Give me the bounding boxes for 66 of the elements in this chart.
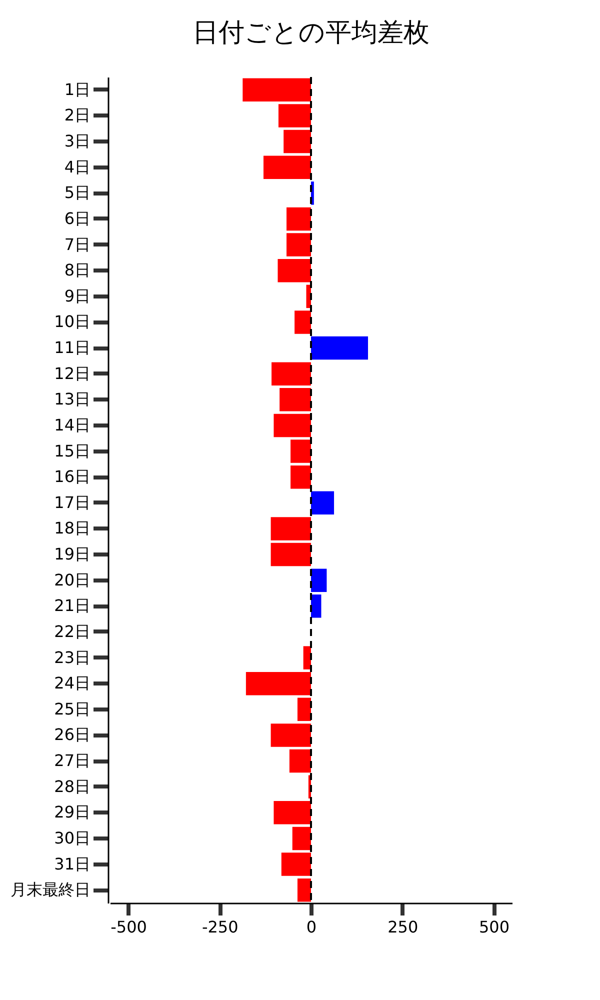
y-tick-label: 22日 [54,622,90,641]
bar [270,724,311,747]
y-tick-label: 27日 [54,751,90,770]
x-tick-label: -500 [110,918,147,936]
bar [278,104,311,128]
bar [270,542,311,566]
y-tick-label: 20日 [54,570,90,590]
y-tick-label: 4日 [64,157,90,176]
bar [303,646,311,670]
y-tick-label: 16日 [54,467,90,486]
y-tick-label: 29日 [54,802,90,822]
y-tick-label: 2日 [64,106,90,125]
bar [311,594,322,618]
y-tick-label: 23日 [54,648,90,667]
bar [263,156,311,179]
y-tick-label: 9日 [64,286,90,306]
bar [311,491,334,515]
bar [246,672,311,696]
y-tick-label: 31日 [54,854,90,874]
y-tick-label: 17日 [54,492,90,512]
y-tick-label: 21日 [54,596,90,616]
bar [284,130,311,154]
y-tick-label: 月末最終日 [10,880,90,900]
bar [274,414,311,438]
y-tick-label: 6日 [64,208,90,228]
y-tick-label: 8日 [64,260,90,280]
y-tick-label: 24日 [54,674,90,693]
y-tick-label: 18日 [54,518,90,538]
bar [281,852,311,876]
y-tick-label: 5日 [64,183,90,202]
y-tick-label: 26日 [54,725,90,744]
bar [274,801,311,824]
bar [272,362,311,386]
bar [242,78,311,102]
y-tick-label: 19日 [54,544,90,564]
bar [294,310,311,334]
y-tick-label: 15日 [54,441,90,460]
x-tick-label: 250 [388,918,418,936]
bar [290,440,311,463]
bar [292,826,311,850]
x-tick-label: 500 [478,918,510,936]
y-tick-label: 11日 [54,338,90,358]
y-tick-label: 10日 [54,312,90,332]
y-tick-label: 14日 [54,415,90,434]
bar [278,258,311,282]
bar [290,465,311,489]
bar [286,233,311,256]
y-tick-label: 25日 [54,699,90,718]
bar [297,698,311,722]
bar [286,207,311,231]
bar [311,336,368,360]
chart-title: 日付ごとの平均差枚 [192,18,430,48]
x-tick-label: -250 [202,918,238,936]
bar [280,388,311,412]
y-tick-label: 28日 [54,776,90,796]
bar [289,749,311,773]
y-tick-label: 13日 [54,390,90,409]
y-tick-label: 12日 [54,364,90,383]
bar [270,517,311,540]
bar [297,878,311,902]
y-tick-label: 1日 [64,80,90,99]
bar [311,568,327,592]
y-tick-label: 3日 [64,132,90,151]
x-tick-label: 0 [306,918,317,936]
y-tick-label: 30日 [54,828,90,848]
y-tick-label: 7日 [64,234,90,254]
